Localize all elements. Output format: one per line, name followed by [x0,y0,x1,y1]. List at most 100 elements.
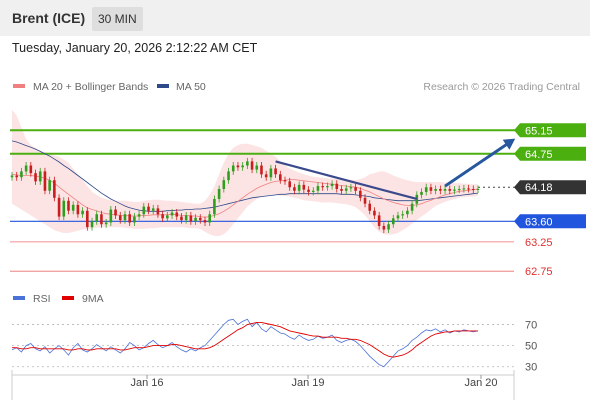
candle [137,210,141,221]
candle-body [443,189,447,191]
candle-body [151,208,155,211]
candle-body [424,187,428,192]
candle [387,220,390,234]
candle [297,181,301,195]
candle-body [354,187,357,191]
candle-body [344,188,348,191]
candle-body [246,161,249,166]
candle [222,176,226,193]
candle-body [170,212,174,216]
candle-body [326,186,329,188]
candle-body [293,187,296,191]
candle [213,195,216,218]
level-label-2: 64.18 [514,180,586,195]
candle [321,182,324,191]
candle [194,214,197,225]
candle [354,183,357,195]
candle-body [137,214,141,217]
candle-body [307,189,310,192]
candle [396,211,400,222]
level-label-1: 64.75 [514,146,586,161]
rsi-tick-label-1: 50 [525,341,537,353]
trendline [275,160,418,201]
candle [170,208,174,219]
candle [373,207,376,219]
candle [471,185,475,194]
price-panel: 65.15 64.75 64.18 63.60 63.25 62.75 [10,109,586,278]
candle-body [330,183,334,187]
candle-body [453,189,456,191]
candle-body [57,197,61,217]
candle-body [104,222,108,225]
candle [71,201,75,215]
candle-body [429,187,433,191]
candle [453,186,456,195]
candle-body [147,206,150,211]
level-label-0: 65.15 [514,123,586,138]
price-legend: MA 20 + Bollinger Bands MA 50 Research ©… [13,81,580,93]
candle-body [62,200,66,217]
candle [359,187,362,202]
candle-body [359,190,362,198]
candle [34,169,37,185]
candle-body [142,206,146,215]
candle [128,210,131,226]
candle [90,217,94,231]
level-text-1: 64.75 [525,149,553,161]
candle [48,176,51,195]
candle-body [43,171,47,191]
candle [241,161,244,171]
candle-body [123,214,127,221]
candle [344,184,348,195]
candle [62,197,66,221]
candle [156,204,160,218]
candle-body [434,189,437,191]
candle [410,200,414,215]
candle [231,161,235,175]
rsi-tick-label-2: 30 [525,362,537,374]
candle [279,170,282,184]
interval-badge[interactable]: 30 MIN [92,7,143,31]
candle-body [24,165,28,172]
candle [457,185,461,194]
candle-body [283,180,287,182]
candle-body [373,210,376,216]
candle-body [476,189,480,190]
x-tick-label-1: Jan 19 [291,377,324,389]
candle-body [302,184,306,190]
candle-body [236,165,240,168]
candle [293,183,296,195]
candle [236,161,240,171]
candle [250,157,254,174]
bollinger-band [12,109,478,236]
candle-body [316,186,320,191]
candle [109,206,113,226]
candle [57,194,61,221]
candle [161,210,164,222]
candle [462,184,466,193]
candle-body [382,225,386,230]
candle [363,194,367,208]
candle-body [198,217,202,221]
rsi-legend: RSI 9MA [13,293,104,305]
candle-body [86,210,89,228]
candle [166,211,169,222]
candle [415,191,419,208]
candle-body [184,215,188,221]
candle [147,203,150,215]
candle-body [260,165,263,175]
candle [175,208,179,221]
candle-body [189,215,193,222]
candle-body [161,214,164,219]
level-tag-3 [514,214,586,229]
candle-body [76,204,80,215]
candle [434,185,437,195]
candle [76,201,80,218]
candle-body [194,217,197,222]
candle-body [208,214,211,223]
candle [307,186,310,196]
candle-body [10,175,14,178]
ma50-line [11,140,479,212]
rsi-tick-label-0: 70 [525,320,537,332]
candle-body [175,212,179,217]
